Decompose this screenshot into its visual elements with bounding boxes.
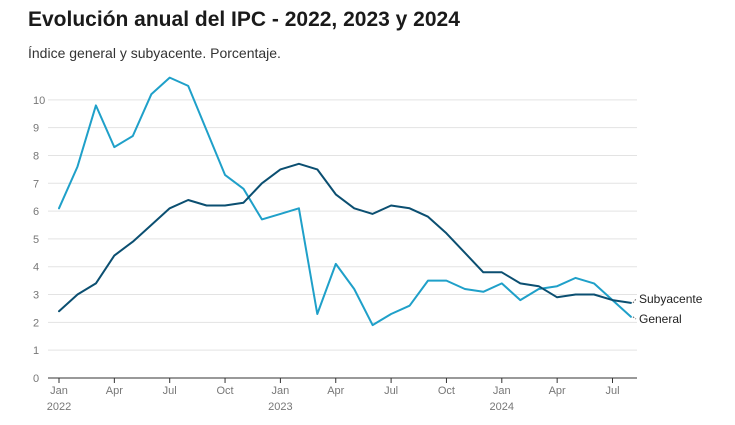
series-line-general: [58, 76, 632, 327]
y-tick-label: 6: [33, 206, 39, 218]
x-tick-label: Jul: [605, 385, 619, 397]
y-tick-label: 5: [33, 234, 39, 246]
series-line-subyacente: [58, 162, 632, 313]
chart-subtitle: Índice general y subyacente. Porcentaje.: [28, 45, 281, 61]
x-tick-year-label: 2022: [47, 401, 71, 413]
x-tick-label: Oct: [216, 385, 233, 397]
x-tick-label: Apr: [327, 385, 344, 397]
chart-title: Evolución anual del IPC - 2022, 2023 y 2…: [28, 8, 460, 31]
y-tick-label: 4: [33, 262, 39, 274]
y-tick-label: 3: [33, 290, 39, 302]
x-tick-label: Apr: [106, 385, 123, 397]
x-tick-label: Oct: [438, 385, 455, 397]
y-tick-label: 1: [33, 345, 39, 357]
x-tick-label: Apr: [549, 385, 566, 397]
x-tick-year-label: 2023: [268, 401, 292, 413]
series-end-label-subyacente: Subyacente: [639, 292, 703, 306]
x-tick-label: Jul: [384, 385, 398, 397]
x-tick-year-label: 2024: [490, 401, 514, 413]
y-tick-label: 7: [33, 178, 39, 190]
y-tick-label: 8: [33, 150, 39, 162]
x-tick-label: Jan: [493, 385, 511, 397]
end-label-leader: [632, 316, 637, 320]
x-tick-label: Jan: [272, 385, 290, 397]
y-tick-label: 9: [33, 123, 39, 135]
y-tick-label: 0: [33, 373, 39, 385]
y-tick-label: 2: [33, 317, 39, 329]
series-end-label-general: General: [639, 312, 682, 326]
x-tick-label: Jul: [163, 385, 177, 397]
end-label-leader: [632, 298, 637, 304]
x-tick-label: Jan: [50, 385, 68, 397]
y-tick-label: 10: [33, 95, 45, 107]
